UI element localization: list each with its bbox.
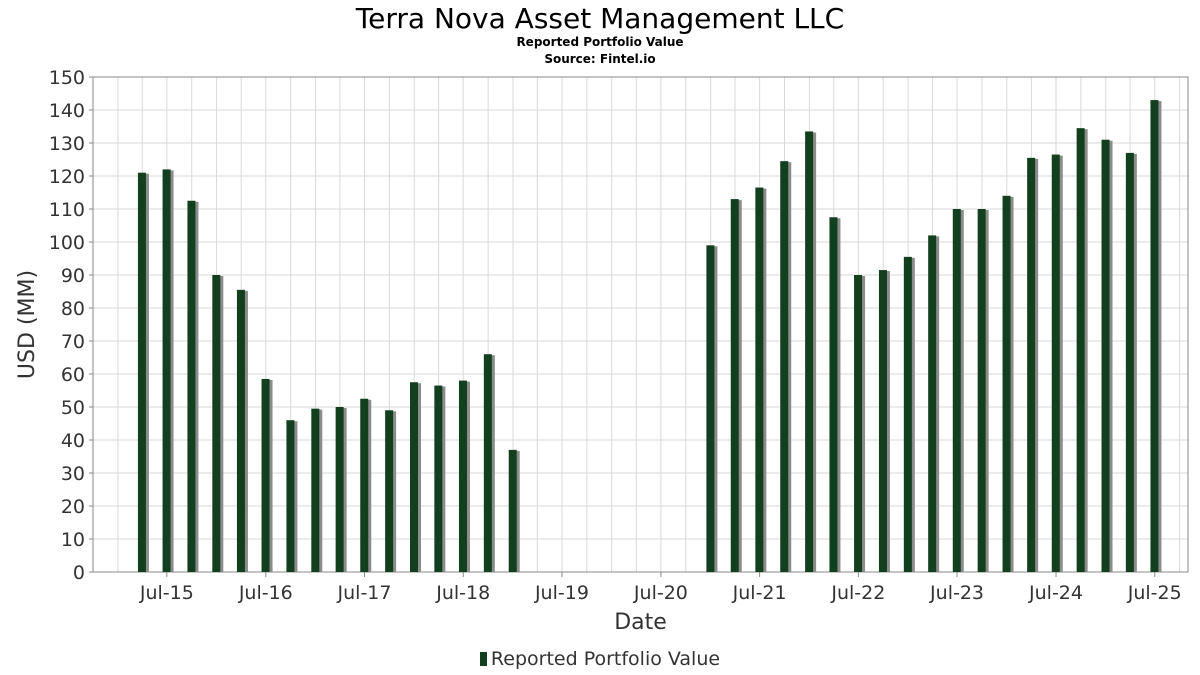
bar	[1051, 154, 1060, 573]
y-axis-label: USD (MM)	[15, 270, 40, 379]
x-tick-label: Jul-20	[633, 582, 688, 604]
bar	[1002, 195, 1011, 573]
bar	[755, 187, 764, 573]
y-tick-label: 20	[61, 496, 85, 518]
bar	[212, 275, 221, 572]
bar	[903, 256, 912, 572]
bar	[1125, 152, 1134, 572]
bar	[878, 270, 887, 572]
x-tick-label: Jul-24	[1028, 582, 1083, 604]
bars	[137, 100, 1162, 573]
chart-title: Terra Nova Asset Management LLC	[355, 2, 845, 35]
y-tick-label: 130	[49, 133, 85, 155]
bar	[1150, 100, 1159, 572]
y-tick-label: 70	[61, 331, 85, 353]
bar	[483, 354, 492, 572]
y-tick-label: 100	[49, 232, 85, 254]
y-tick-label: 140	[49, 100, 85, 122]
y-tick-label: 80	[61, 298, 85, 320]
x-tick-label: Jul-15	[139, 582, 194, 604]
bar	[952, 209, 961, 572]
bar	[458, 380, 467, 572]
bar	[311, 408, 320, 572]
y-tick-label: 90	[61, 265, 85, 287]
axes: 0 10 20 30 40 50 60 70 80 90 100 110 120 130 140 150 Jul…	[49, 67, 1182, 604]
legend: Reported Portfolio Value	[0, 648, 1200, 670]
legend-swatch	[479, 652, 487, 666]
x-axis-label: Date	[614, 610, 667, 635]
chart-source: Source: Fintel.io	[544, 52, 656, 66]
y-tick-label: 30	[61, 463, 85, 485]
bar	[1101, 139, 1110, 572]
bar	[236, 289, 245, 572]
bar	[1076, 128, 1085, 572]
y-tick-label: 60	[61, 364, 85, 386]
x-tick-label: Jul-21	[732, 582, 787, 604]
bar	[187, 200, 196, 572]
plot-area	[92, 76, 1189, 573]
x-tick-label: Jul-19	[534, 582, 589, 604]
bar	[829, 217, 838, 572]
y-tick-label: 120	[49, 166, 85, 188]
y-tick-label: 150	[49, 67, 85, 89]
y-tick-label: 0	[73, 562, 85, 584]
bar	[360, 398, 369, 572]
bar	[335, 407, 344, 572]
chart-subtitle: Reported Portfolio Value	[516, 35, 684, 49]
bar	[434, 385, 443, 572]
bar	[508, 449, 517, 572]
bar	[706, 245, 715, 573]
bar	[1027, 157, 1036, 572]
bar	[137, 172, 146, 572]
bar	[261, 378, 270, 572]
x-tick-label: Jul-25	[1127, 582, 1182, 604]
x-tick-label: Jul-22	[830, 582, 885, 604]
bar	[410, 382, 419, 572]
bar	[385, 410, 394, 572]
grid	[93, 76, 1188, 573]
x-tick-label: Jul-16	[238, 582, 293, 604]
bar	[854, 275, 863, 572]
y-tick-label: 10	[61, 529, 85, 551]
bar	[286, 420, 295, 572]
legend-label: Reported Portfolio Value	[490, 648, 721, 670]
x-tick-label: Jul-23	[929, 582, 984, 604]
y-tick-label: 110	[49, 199, 85, 221]
bar	[730, 199, 739, 572]
bar	[928, 235, 937, 572]
bar	[780, 161, 789, 572]
y-tick-label: 40	[61, 430, 85, 452]
bar	[977, 209, 986, 572]
y-tick-label: 50	[61, 397, 85, 419]
bar	[162, 169, 171, 572]
x-tick-label: Jul-17	[337, 582, 392, 604]
x-tick-label: Jul-18	[435, 582, 490, 604]
bar	[805, 131, 814, 572]
